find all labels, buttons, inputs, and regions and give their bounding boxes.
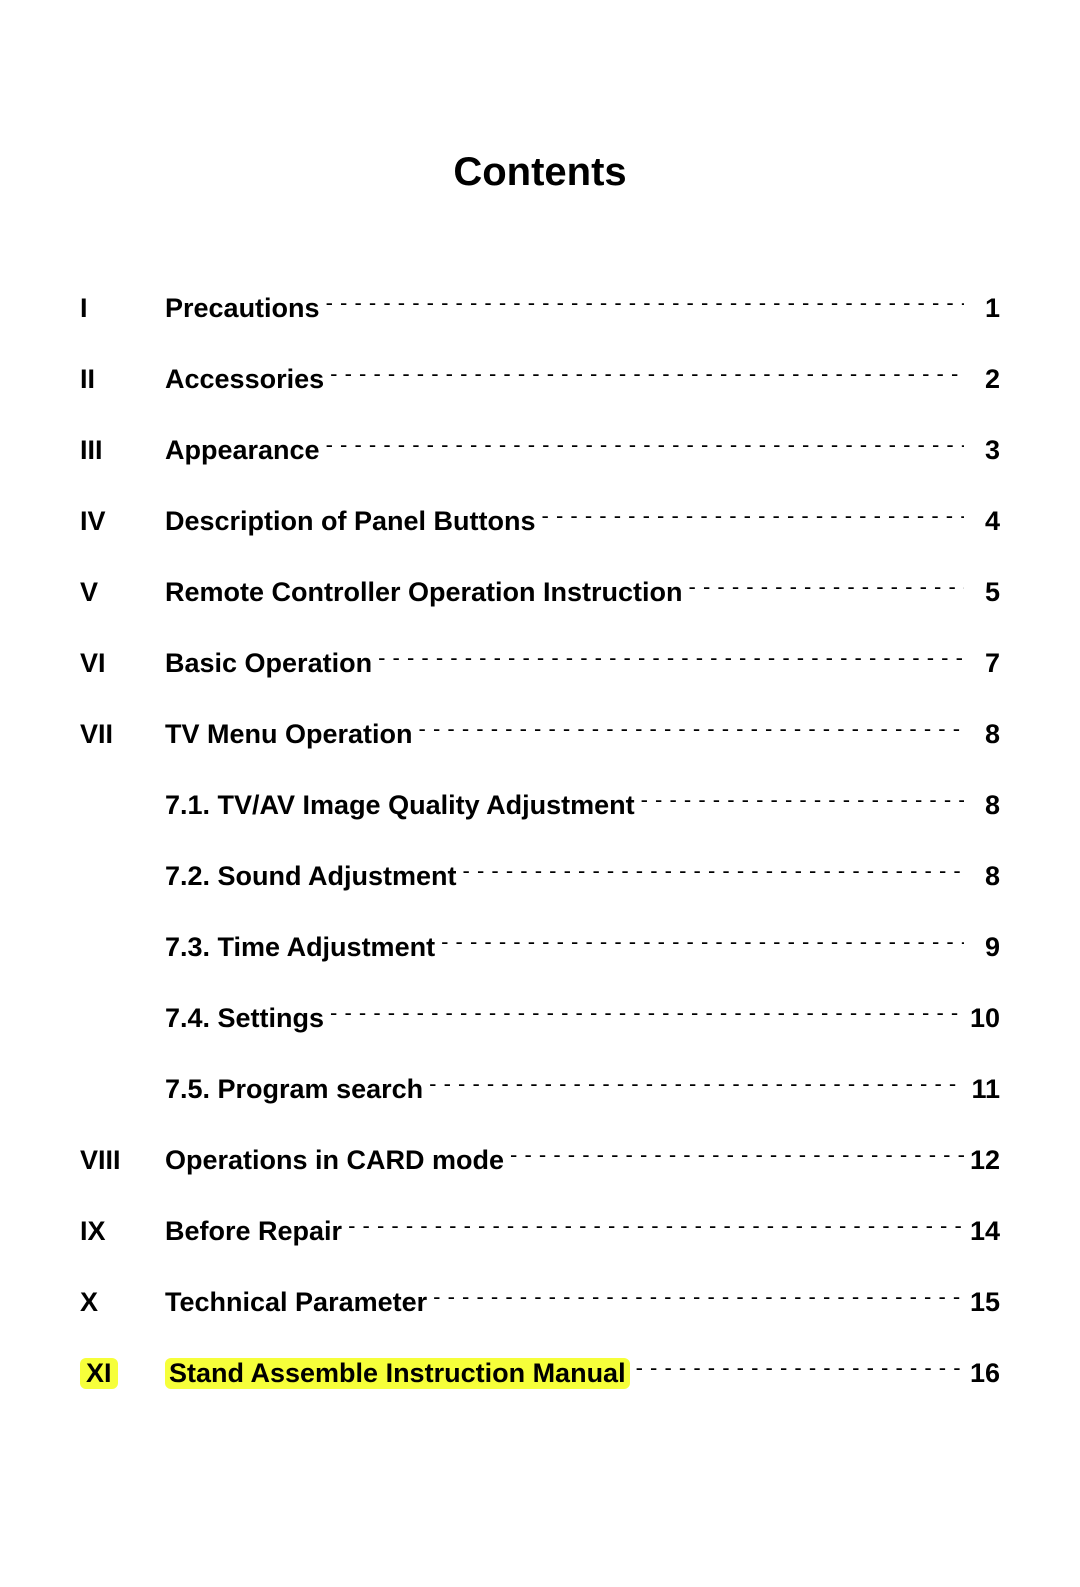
toc-label: Basic Operation <box>165 648 372 679</box>
toc-page: 8 <box>970 719 1000 750</box>
toc-leader <box>348 1213 964 1240</box>
toc-roman: VI <box>80 648 165 679</box>
toc-page: 2 <box>970 364 1000 395</box>
toc-label: Precautions <box>165 293 320 324</box>
toc-page: 8 <box>970 861 1000 892</box>
toc-page: 16 <box>970 1358 1000 1389</box>
toc-leader <box>419 716 964 743</box>
toc-entry: VRemote Controller Operation Instruction… <box>80 574 1000 608</box>
toc-leader <box>326 432 964 459</box>
toc-label: 7.3. Time Adjustment <box>165 932 435 963</box>
toc-roman: II <box>80 364 165 395</box>
toc-entry: XIStand Assemble Instruction Manual 16 <box>80 1355 1000 1389</box>
toc-leader <box>542 503 964 530</box>
toc-entry: 7.1. TV/AV Image Quality Adjustment 8 <box>80 787 1000 821</box>
toc-leader <box>689 574 964 601</box>
toc-roman: IX <box>80 1216 165 1247</box>
toc-label: 7.5. Program search <box>165 1074 423 1105</box>
toc-entry: IIIAppearance 3 <box>80 432 1000 466</box>
toc-label: Technical Parameter <box>165 1287 427 1318</box>
table-of-contents: IPrecautions 1 IIAccessories 2 IIIAppearance… <box>80 290 1000 1389</box>
toc-page: 9 <box>970 932 1000 963</box>
toc-entry: XTechnical Parameter 15 <box>80 1284 1000 1318</box>
toc-page: 14 <box>970 1216 1000 1247</box>
toc-roman: VIII <box>80 1145 165 1176</box>
toc-entry: IIAccessories 2 <box>80 361 1000 395</box>
toc-entry: 7.5. Program search 11 <box>80 1071 1000 1105</box>
toc-label: Appearance <box>165 435 320 466</box>
toc-entry: VIIIOperations in CARD mode 12 <box>80 1142 1000 1176</box>
toc-roman: III <box>80 435 165 466</box>
toc-entry: 7.4. Settings 10 <box>80 1000 1000 1034</box>
toc-leader <box>510 1142 964 1169</box>
toc-label: Remote Controller Operation Instruction <box>165 577 683 608</box>
toc-label: Description of Panel Buttons <box>165 506 536 537</box>
toc-leader <box>330 1000 964 1027</box>
toc-leader <box>441 929 964 956</box>
toc-leader <box>326 290 964 317</box>
toc-leader <box>330 361 964 388</box>
toc-entry: IXBefore Repair 14 <box>80 1213 1000 1247</box>
toc-entry: VIITV Menu Operation 8 <box>80 716 1000 750</box>
toc-label: Accessories <box>165 364 324 395</box>
contents-page: Contents IPrecautions 1 IIAccessories 2 IIIA… <box>0 0 1080 1587</box>
page-title: Contents <box>80 150 1000 195</box>
toc-label: TV Menu Operation <box>165 719 413 750</box>
toc-leader <box>433 1284 964 1311</box>
toc-entry: IVDescription of Panel Buttons 4 <box>80 503 1000 537</box>
toc-leader <box>378 645 964 672</box>
toc-entry: IPrecautions 1 <box>80 290 1000 324</box>
toc-page: 3 <box>970 435 1000 466</box>
toc-label: Before Repair <box>165 1216 342 1247</box>
toc-leader <box>429 1071 964 1098</box>
toc-page: 12 <box>970 1145 1000 1176</box>
toc-entry: VIBasic Operation 7 <box>80 645 1000 679</box>
toc-roman: X <box>80 1287 165 1318</box>
toc-leader <box>636 1355 964 1382</box>
toc-entry: 7.2. Sound Adjustment 8 <box>80 858 1000 892</box>
toc-page: 5 <box>970 577 1000 608</box>
toc-page: 4 <box>970 506 1000 537</box>
toc-page: 15 <box>970 1287 1000 1318</box>
toc-label: Operations in CARD mode <box>165 1145 504 1176</box>
toc-roman: IV <box>80 506 165 537</box>
toc-label: 7.4. Settings <box>165 1003 324 1034</box>
toc-entry: 7.3. Time Adjustment 9 <box>80 929 1000 963</box>
toc-page: 11 <box>970 1074 1000 1105</box>
toc-page: 10 <box>970 1003 1000 1034</box>
toc-page: 7 <box>970 648 1000 679</box>
toc-roman: VII <box>80 719 165 750</box>
toc-roman: XI <box>80 1358 165 1389</box>
toc-label: Stand Assemble Instruction Manual <box>165 1358 630 1389</box>
toc-page: 1 <box>970 293 1000 324</box>
toc-leader <box>641 787 964 814</box>
toc-page: 8 <box>970 790 1000 821</box>
toc-label: 7.1. TV/AV Image Quality Adjustment <box>165 790 635 821</box>
toc-label: 7.2. Sound Adjustment <box>165 861 457 892</box>
toc-roman: I <box>80 293 165 324</box>
toc-roman: V <box>80 577 165 608</box>
toc-leader <box>463 858 964 885</box>
